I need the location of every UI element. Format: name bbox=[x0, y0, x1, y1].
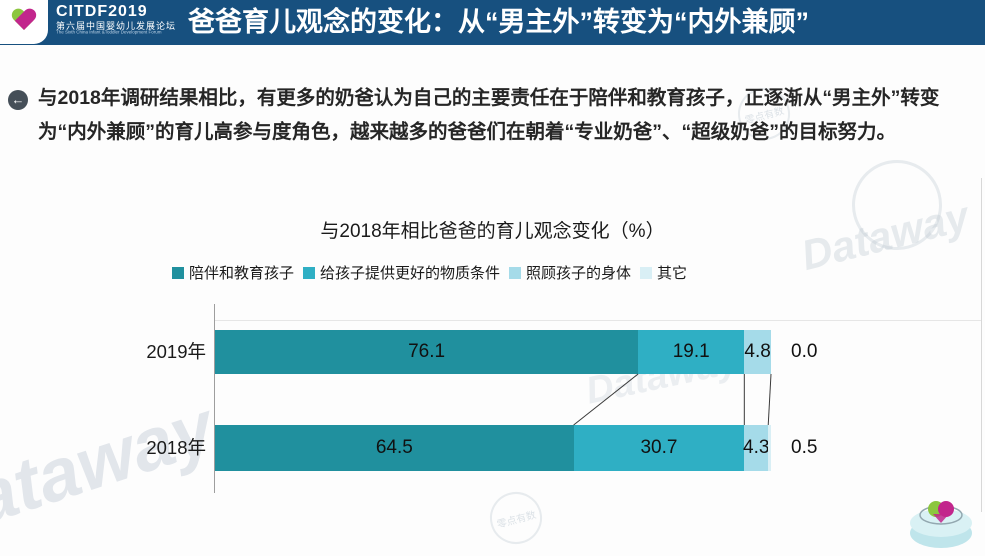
bar-segment: 19.1 bbox=[638, 330, 745, 374]
logo-chip bbox=[0, 0, 48, 44]
legend-item: 其它 bbox=[640, 262, 687, 283]
chart-title: 与2018年相比爸爸的育儿观念变化（%） bbox=[320, 221, 665, 242]
brand-subtitle-cn: 第六届中国婴幼儿发展论坛 bbox=[56, 20, 177, 31]
legend-item: 给孩子提供更好的物质条件 bbox=[303, 262, 500, 283]
category-label-2019: 2019年 bbox=[146, 341, 206, 362]
page-title: 爸爸育儿观念的变化：从“男主外”转变为“内外兼顾” bbox=[188, 7, 809, 37]
legend-label: 给孩子提供更好的物质条件 bbox=[320, 265, 501, 282]
bar-segment: 76.1 bbox=[215, 330, 639, 374]
intro-paragraph: 与2018年调研结果相比，有更多的奶爸认为自己的主要责任在于陪伴和教育孩子，正逐… bbox=[38, 87, 940, 143]
bar-segment: 30.7 bbox=[573, 425, 745, 471]
header-bar: 爸爸育儿观念的变化：从“男主外”转变为“内外兼顾” bbox=[0, 0, 985, 45]
value-label: 4.8 bbox=[744, 341, 771, 362]
legend-item: 陪伴和教育孩子 bbox=[172, 262, 294, 283]
brand-wordmark: CITDF2019 bbox=[56, 3, 148, 20]
legend-item: 照顾孩子的身体 bbox=[509, 262, 631, 283]
value-label: 19.1 bbox=[672, 341, 710, 362]
bar-segment: 4.3 bbox=[743, 425, 770, 471]
forum-brand: CITDF2019 第六届中国婴幼儿发展论坛 The Sixth China I… bbox=[56, 3, 177, 36]
stamp-watermark: 零点有数 bbox=[484, 486, 548, 550]
dataway-watermark: Dataway bbox=[796, 192, 974, 279]
stamp-watermark-ring bbox=[841, 149, 953, 261]
chart-legend: 陪伴和教育孩子 给孩子提供更好的物质条件 照顾孩子的身体 其它 bbox=[172, 262, 687, 283]
corner-logo-icon bbox=[910, 501, 972, 548]
arrow-left-circle-icon: ← bbox=[8, 90, 28, 110]
legend-label: 其它 bbox=[657, 265, 688, 282]
bar-segment: 4.8 bbox=[744, 330, 771, 374]
value-label: 4.3 bbox=[743, 437, 770, 458]
bar-segment: 64.5 bbox=[215, 425, 574, 471]
bar-segment bbox=[768, 425, 771, 471]
value-label: 30.7 bbox=[640, 437, 678, 458]
plot-right-border bbox=[981, 178, 982, 512]
legend-swatch-icon bbox=[172, 266, 184, 279]
value-label: 0.5 bbox=[791, 437, 818, 458]
value-label: 76.1 bbox=[408, 341, 446, 362]
category-label-2018: 2018年 bbox=[146, 437, 206, 458]
legend-label: 照顾孩子的身体 bbox=[526, 265, 632, 282]
plot-top-border bbox=[214, 320, 982, 321]
brand-subtitle-en: The Sixth China Infant &Toddler Developm… bbox=[56, 30, 162, 36]
y-axis-line bbox=[214, 304, 215, 493]
legend-label: 陪伴和教育孩子 bbox=[189, 265, 295, 282]
bar-row: 64.5 30.7 4.3 0.5 bbox=[215, 425, 818, 471]
legend-swatch-icon bbox=[509, 266, 522, 279]
heart-logo-icon bbox=[11, 9, 37, 33]
bar-row: 76.1 19.1 4.8 0.0 bbox=[215, 330, 818, 374]
value-label: 0.0 bbox=[791, 341, 818, 362]
legend-swatch-icon bbox=[303, 266, 316, 279]
legend-swatch-icon bbox=[640, 266, 653, 279]
value-label: 64.5 bbox=[375, 437, 413, 458]
